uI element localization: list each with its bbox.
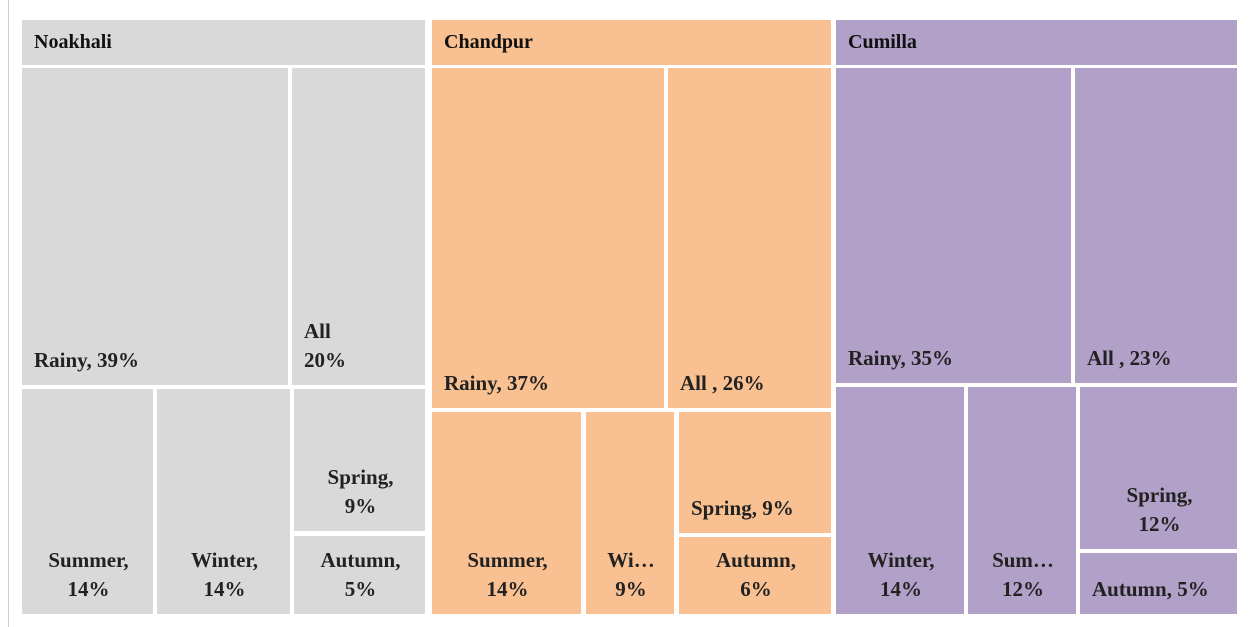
tile: Autumn, 5% bbox=[294, 536, 425, 614]
tile-label: Rainy, 35% bbox=[848, 346, 954, 370]
tile: Autumn, 5% bbox=[1080, 553, 1237, 614]
tile: Winter, 14% bbox=[836, 387, 964, 614]
tile-label: Summer, 14% bbox=[467, 548, 548, 601]
tile-label: Spring, 12% bbox=[1126, 483, 1193, 536]
tile: Autumn, 6% bbox=[679, 537, 831, 614]
tile: Rainy, 39% bbox=[22, 68, 288, 385]
tile: Sum… 12% bbox=[968, 387, 1076, 614]
tile: Spring, 12% bbox=[1080, 387, 1237, 549]
tile-label: Rainy, 37% bbox=[444, 371, 550, 395]
tile-label: Autumn, 6% bbox=[716, 548, 796, 601]
group-header: Cumilla bbox=[836, 20, 1237, 65]
edge-line bbox=[8, 0, 9, 627]
group-header: Chandpur bbox=[432, 20, 831, 65]
tile-label: Autumn, 5% bbox=[320, 548, 401, 601]
tile-label: Spring, 9% bbox=[691, 496, 794, 520]
tile: Winter, 14% bbox=[157, 389, 290, 614]
tile-label: Autumn, 5% bbox=[1092, 577, 1209, 601]
tile: Summer, 14% bbox=[22, 389, 153, 614]
tile-label: Sum… 12% bbox=[992, 548, 1054, 601]
tile-label: All , 23% bbox=[1087, 346, 1172, 370]
tile-label: Winter, 14% bbox=[190, 548, 259, 601]
tile: Spring, 9% bbox=[679, 412, 831, 533]
tile: All , 23% bbox=[1075, 68, 1237, 383]
tile: All 20% bbox=[292, 68, 425, 385]
tile: Rainy, 35% bbox=[836, 68, 1071, 383]
tile: Summer, 14% bbox=[432, 412, 581, 614]
tile-label: Wi… 9% bbox=[607, 548, 655, 601]
tile-label: Summer, 14% bbox=[48, 548, 129, 601]
tile: Rainy, 37% bbox=[432, 68, 664, 408]
tile-label: Winter, 14% bbox=[867, 548, 935, 601]
tile-label: All , 26% bbox=[680, 371, 765, 395]
tile-label: Rainy, 39% bbox=[34, 348, 140, 372]
tile-label: Spring, 9% bbox=[327, 465, 394, 518]
group-header: Noakhali bbox=[22, 20, 425, 65]
tile: Spring, 9% bbox=[294, 389, 425, 531]
tile-label: All 20% bbox=[304, 319, 346, 372]
tile: All , 26% bbox=[668, 68, 831, 408]
tile: Wi… 9% bbox=[586, 412, 674, 614]
